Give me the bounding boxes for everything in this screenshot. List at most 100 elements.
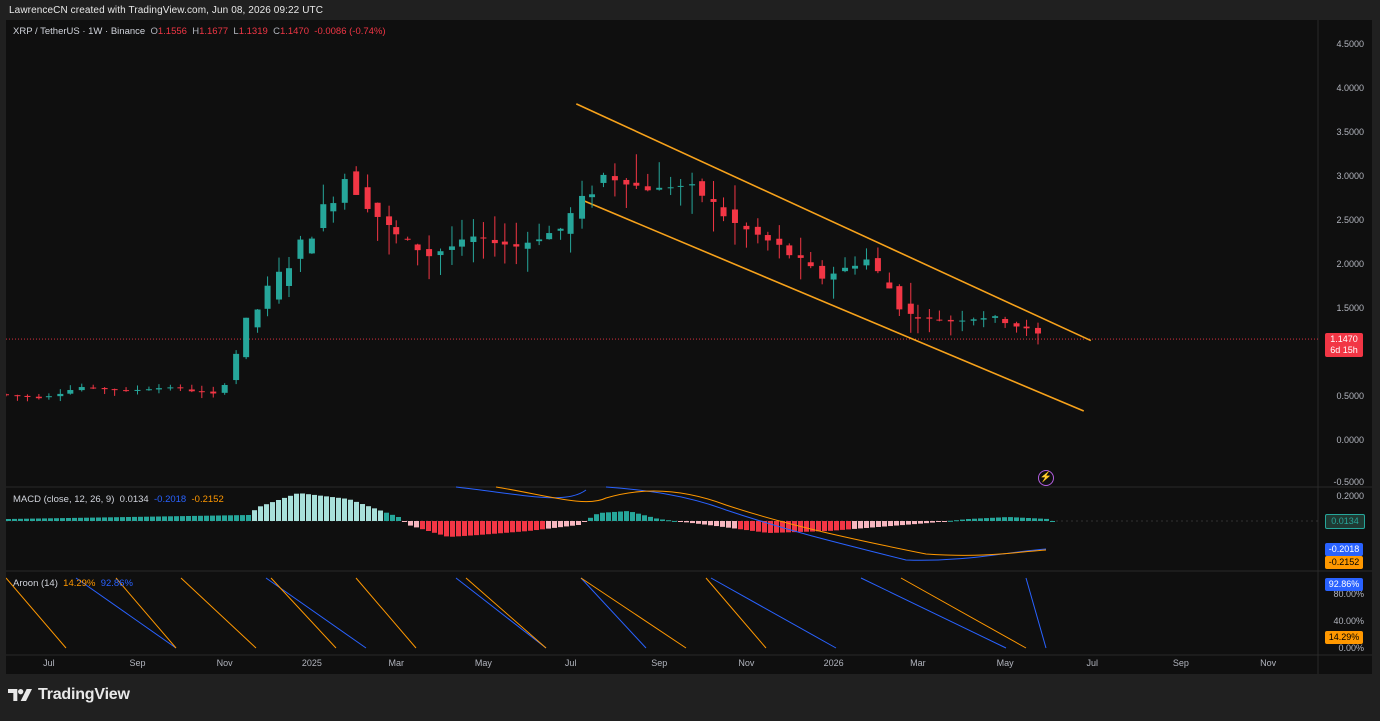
candle-body: [167, 387, 174, 389]
macd-histogram-bar: [312, 494, 317, 521]
macd-histogram-bar: [744, 521, 749, 531]
macd-histogram-bar: [690, 521, 695, 524]
macd-histogram-bar: [66, 518, 71, 521]
candle-body: [134, 389, 141, 391]
macd-histogram-bar: [948, 520, 953, 522]
macd-histogram-bar: [1032, 518, 1037, 521]
bar-countdown: 6d 15h: [1330, 345, 1358, 355]
low-value: 1.1319: [238, 26, 268, 37]
macd-label[interactable]: MACD (close, 12, 26, 9): [13, 494, 115, 505]
macd-histogram-bar: [120, 517, 125, 521]
macd-histogram-bar: [306, 494, 311, 521]
macd-histogram-bar: [810, 521, 815, 532]
macd-histogram-bar: [198, 515, 203, 521]
macd-histogram-bar: [216, 515, 221, 521]
macd-histogram-bar: [384, 512, 389, 521]
candle-body: [264, 285, 271, 309]
candle-body: [35, 396, 42, 399]
macd-histogram-bar: [936, 521, 941, 522]
candle-body: [720, 207, 727, 217]
candle-body: [689, 184, 696, 186]
candle-body: [970, 319, 977, 321]
candle-body: [276, 271, 283, 300]
candle-body: [842, 267, 849, 272]
macd-histogram-bar: [876, 521, 881, 527]
main-legend: XRP / TetherUS · 1W · Binance O1.1556 H1…: [13, 26, 386, 37]
time-tick-label: Sep: [129, 658, 145, 668]
macd-histogram-bar: [402, 521, 407, 522]
macd-histogram-bar: [168, 516, 173, 521]
low-label: L: [233, 26, 239, 37]
candle-body: [567, 213, 574, 234]
macd-histogram-bar: [240, 515, 245, 521]
price-tick-label: 0.0000: [1336, 435, 1364, 445]
candle-body: [926, 317, 933, 319]
candle-body: [297, 239, 304, 259]
macd-histogram-bar: [354, 501, 359, 521]
candle-body: [623, 179, 630, 185]
macd-histogram-bar: [114, 517, 119, 521]
macd-histogram-bar: [1026, 518, 1031, 521]
macd-histogram-bar: [462, 521, 467, 536]
macd-histogram-bar: [396, 517, 401, 521]
macd-histogram-bar: [972, 518, 977, 521]
candle-body: [959, 320, 966, 322]
price-tick-label: 1.5000: [1336, 303, 1364, 313]
macd-histogram-bar: [480, 521, 485, 535]
macd-histogram-bar: [1008, 517, 1013, 521]
macd-histogram-bar: [42, 518, 47, 521]
macd-histogram-bar: [894, 521, 899, 526]
time-tick-label: May: [475, 658, 493, 668]
last-price-value: 1.1470: [1330, 334, 1358, 344]
chart-canvas[interactable]: 4.5000 4.0000 3.5000 3.0000 2.5000 2.0000 1.50…: [6, 20, 1372, 674]
aroon-label[interactable]: Aroon (14): [13, 578, 58, 589]
price-tick-label: 4.5000: [1336, 39, 1364, 49]
macd-histogram-bar: [300, 493, 305, 521]
macd-histogram-bar: [648, 516, 653, 521]
candle-body: [374, 202, 381, 217]
candle-body: [1023, 326, 1030, 329]
macd-histogram-bar: [756, 521, 761, 532]
candle-body: [386, 216, 393, 226]
macd-histogram-bar: [378, 510, 383, 521]
tradingview-logo-icon: [8, 689, 32, 701]
macd-histogram-bar: [96, 517, 101, 521]
candle-body: [764, 235, 771, 241]
macd-histogram-bar: [264, 504, 269, 521]
macd-histogram-bar: [846, 521, 851, 530]
candle-body: [320, 204, 327, 229]
macd-histogram-bar: [738, 521, 743, 530]
macd-histogram-bar: [576, 521, 581, 525]
macd-histogram-bar: [642, 515, 647, 521]
candle-body: [896, 286, 903, 310]
macd-histogram-bar: [414, 521, 419, 528]
time-tick-label: Mar: [388, 658, 404, 668]
candle-body: [633, 182, 640, 186]
candle-body: [947, 319, 954, 322]
candle-body: [699, 181, 706, 196]
lightning-bolt-icon[interactable]: ⚡: [1038, 470, 1054, 486]
macd-histogram-bar: [762, 521, 767, 533]
symbol-label[interactable]: XRP / TetherUS · 1W · Binance: [13, 26, 146, 37]
candle-body: [177, 387, 184, 389]
candle-body: [524, 242, 531, 249]
macd-histogram-bar: [792, 521, 797, 533]
macd-histogram-bar: [720, 521, 725, 527]
macd-hist-badge: 0.0134: [1325, 514, 1365, 529]
time-tick-label: Jul: [565, 658, 577, 668]
macd-histogram-bar: [456, 521, 461, 537]
macd-histogram-bar: [768, 521, 773, 533]
time-tick-label: 2025: [302, 658, 322, 668]
candle-body: [353, 171, 360, 195]
price-tick-label: 2.0000: [1336, 259, 1364, 269]
candle-body: [6, 394, 9, 396]
candle-body: [1002, 319, 1009, 324]
macd-histogram-bar: [780, 521, 785, 533]
candle-body: [1013, 323, 1020, 327]
macd-histogram-bar: [336, 497, 341, 521]
price-axis: 4.5000 4.0000 3.5000 3.0000 2.5000 2.0000 1.50…: [1333, 39, 1364, 653]
macd-histogram-bar: [546, 521, 551, 529]
candle-body: [980, 318, 987, 320]
time-tick-label: Nov: [1260, 658, 1277, 668]
candle-body: [458, 239, 465, 247]
